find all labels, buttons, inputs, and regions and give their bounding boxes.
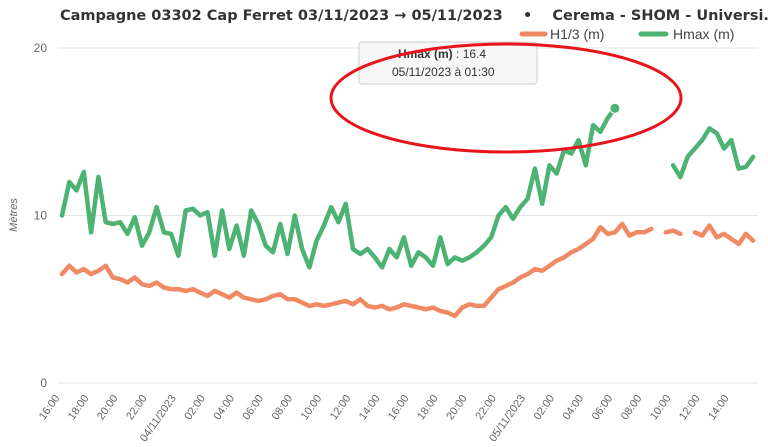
x-tick-label: 10:00: [648, 393, 674, 422]
x-tick-label: 04:00: [561, 393, 587, 422]
legend-h13-label: H1/3 (m): [550, 26, 604, 42]
series-segment: [59, 106, 618, 270]
tooltip-box: [358, 41, 538, 85]
grid-lines: [58, 47, 758, 384]
y-axis-ticks: 0 10 20: [34, 41, 48, 390]
x-tick-label: 18:00: [66, 393, 92, 422]
x-tick-label: 02:00: [182, 393, 208, 422]
series-h13: [59, 221, 756, 319]
y-tick-label: 10: [34, 209, 48, 223]
y-axis-label: Mètres: [8, 198, 20, 232]
x-tick-label: 14:00: [357, 393, 383, 422]
x-tick-label: 06:00: [590, 393, 616, 422]
y-tick-label: 0: [40, 376, 47, 390]
series-segment: [692, 223, 756, 247]
x-tick-label: 06:00: [241, 393, 267, 422]
legend: H1/3 (m) Hmax (m): [519, 26, 734, 42]
x-tick-label: 08:00: [619, 393, 645, 422]
x-tick-label: 04:00: [211, 393, 237, 422]
x-tick-label: 02:00: [532, 393, 558, 422]
legend-hmax-label: Hmax (m): [673, 26, 734, 42]
x-tick-label: 12:00: [328, 393, 354, 422]
annotation-ellipse: [329, 42, 683, 154]
hover-point-marker: [609, 102, 621, 114]
series-segment: [670, 126, 756, 180]
x-tick-label: 16:00: [386, 393, 412, 422]
legend-item-hmax[interactable]: Hmax (m): [638, 26, 734, 42]
tooltip-date: 05/11/2023 à 01:30: [392, 65, 495, 79]
chart-title: Campagne 03302 Cap Ferret 03/11/2023 → 0…: [60, 8, 768, 24]
x-tick-label: 20:00: [444, 393, 470, 422]
series-segment: [59, 221, 654, 319]
y-tick-label: 20: [34, 41, 48, 55]
tooltip-label: Hmax (m): [398, 47, 453, 61]
x-tick-label: 14:00: [706, 393, 732, 422]
x-tick-label: 20:00: [95, 393, 121, 422]
x-tick-label: 08:00: [270, 393, 296, 422]
tooltip-line1: Hmax (m) : 16.4: [398, 47, 486, 61]
series-lines: [59, 106, 756, 319]
legend-item-h13[interactable]: H1/3 (m): [519, 26, 604, 42]
x-tick-label: 18:00: [415, 393, 441, 422]
x-tick-label: 10:00: [299, 393, 325, 422]
series-hmax: [59, 106, 756, 270]
x-tick-label: 12:00: [677, 393, 703, 422]
series-segment: [663, 228, 683, 237]
x-tick-label: 22:00: [473, 393, 499, 422]
x-tick-label: 22:00: [124, 393, 150, 422]
x-tick-label: 16:00: [37, 393, 63, 422]
tooltip: Hmax (m) : 16.4 05/11/2023 à 01:30: [358, 41, 538, 85]
tooltip-value: 16.4: [463, 47, 487, 61]
